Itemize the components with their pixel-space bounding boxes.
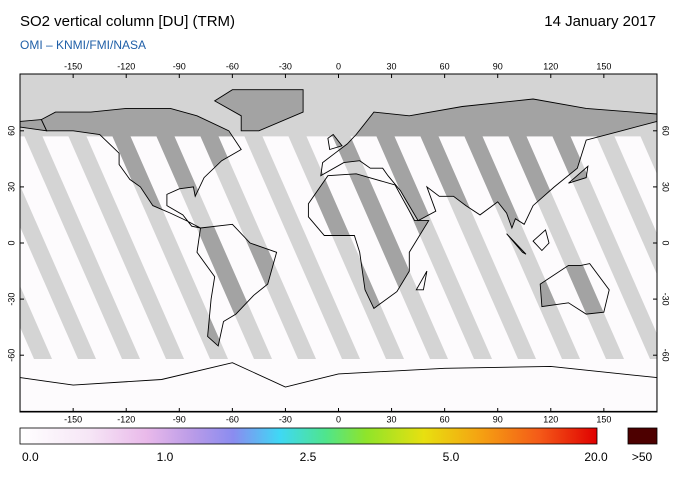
- lon-tick-label-top: -90: [173, 61, 186, 71]
- lon-tick-label-top: -150: [64, 61, 82, 71]
- lat-tick-label-left: 30: [6, 182, 16, 192]
- coastline: [320, 98, 657, 230]
- lat-tick-label-right: 60: [661, 126, 671, 136]
- map: [20, 74, 657, 412]
- title: SO2 vertical column [DU] (TRM): [20, 13, 235, 30]
- colorbar-label: >50: [632, 450, 653, 464]
- orbit-gap: [22, 130, 140, 359]
- orbit-gap: [594, 130, 657, 275]
- coastline: [568, 165, 589, 184]
- lon-tick-label-top: 30: [387, 61, 397, 71]
- lon-tick-label-bottom: -150: [64, 414, 82, 424]
- lon-tick-label-bottom: -120: [117, 414, 135, 424]
- coastline: [196, 223, 278, 347]
- lon-tick-label-bottom: 90: [493, 414, 503, 424]
- orbit-gap: [638, 130, 657, 175]
- colorbar-label: 2.5: [300, 450, 317, 464]
- lat-tick-label-right: 0: [661, 240, 671, 245]
- coastline: [327, 133, 343, 151]
- orbit-gap: [66, 130, 184, 359]
- lat-tick-label-left: 60: [6, 126, 16, 136]
- lon-tick-label-top: 120: [543, 61, 558, 71]
- lon-tick-label-bottom: 0: [336, 414, 341, 424]
- colorbar-label: 1.0: [157, 450, 174, 464]
- land-shade: [320, 99, 657, 228]
- lon-tick-label-top: 90: [493, 61, 503, 71]
- orbit-gap: [550, 130, 657, 359]
- source: OMI – KNMI/FMI/NASA: [20, 38, 146, 52]
- land-shade: [214, 89, 304, 131]
- lon-tick-label-bottom: 150: [596, 414, 611, 424]
- orbit-gap: [20, 285, 52, 359]
- lon-tick-label-bottom: -90: [173, 414, 186, 424]
- orbit-gap: [198, 130, 316, 359]
- colorbar-label: 5.0: [443, 450, 460, 464]
- orbit-gap: [20, 185, 96, 359]
- lon-tick-label-bottom: 60: [440, 414, 450, 424]
- colorbar-label: 20.0: [584, 450, 608, 464]
- lat-tick-label-right: -60: [661, 349, 671, 362]
- lat-tick-label-left: 0: [6, 240, 16, 245]
- coastline: [506, 233, 527, 255]
- lat-tick-label-right: -30: [661, 293, 671, 306]
- colorbar-max: [627, 427, 658, 445]
- coastline: [213, 89, 304, 132]
- date: 14 January 2017: [544, 13, 656, 30]
- lon-tick-label-top: 150: [596, 61, 611, 71]
- coastline: [415, 270, 428, 291]
- lon-tick-label-bottom: -60: [226, 414, 239, 424]
- lon-tick-label-bottom: -30: [279, 414, 292, 424]
- lon-tick-label-top: 0: [336, 61, 341, 71]
- colorbar: [19, 427, 598, 445]
- lat-tick-label-right: 30: [661, 182, 671, 192]
- lon-tick-label-top: -30: [279, 61, 292, 71]
- lon-tick-label-top: 60: [440, 61, 450, 71]
- lat-tick-label-left: -30: [6, 293, 16, 306]
- lon-tick-label-top: -60: [226, 61, 239, 71]
- orbit-gap: [110, 130, 228, 359]
- coastline: [307, 173, 430, 310]
- coastline: [539, 263, 610, 315]
- coastline: [532, 229, 550, 252]
- lat-tick-label-left: -60: [6, 349, 16, 362]
- coastline: [40, 107, 242, 229]
- lon-tick-label-bottom: 30: [387, 414, 397, 424]
- colorbar-label: 0.0: [22, 450, 39, 464]
- orbit-gap: [242, 130, 360, 359]
- lon-tick-label-bottom: 120: [543, 414, 558, 424]
- lon-tick-label-top: -120: [117, 61, 135, 71]
